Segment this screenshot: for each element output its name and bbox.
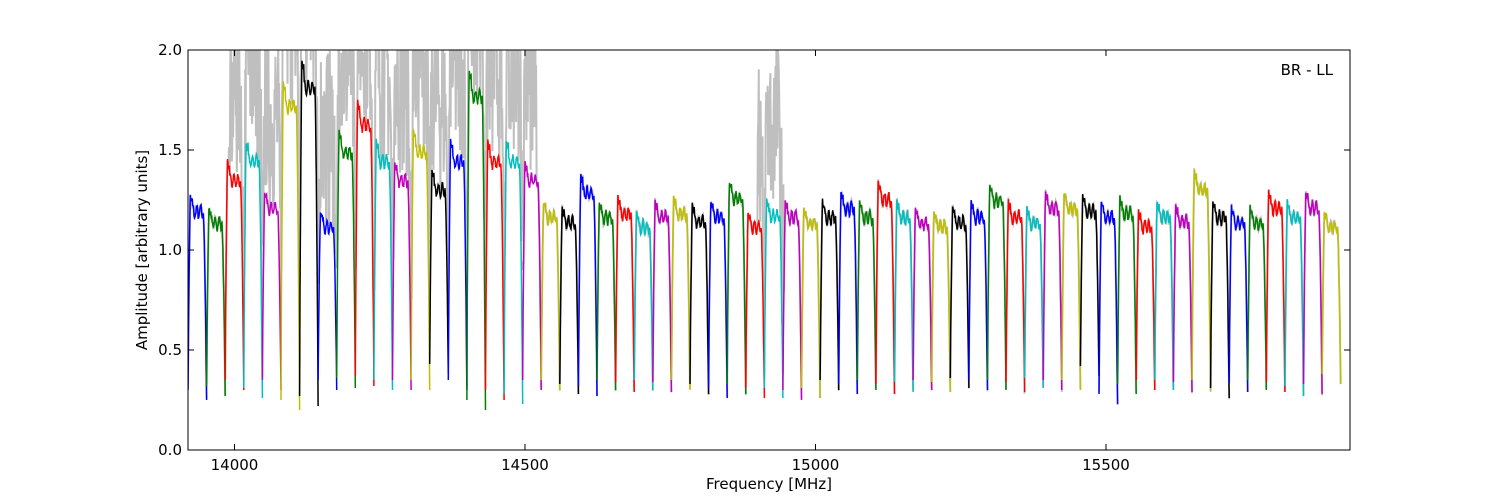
- background-trace-channel-31: [763, 50, 784, 377]
- series-line-channel-34: [819, 198, 840, 391]
- background-trace-channel-8: [335, 50, 357, 272]
- axis-ticks: 14000 14500 15000 15500 0.0 0.5 1.0 1.5 2.0: [158, 41, 1350, 474]
- series-line-channel-11: [391, 162, 412, 391]
- x-tick-label: 14500: [501, 456, 549, 474]
- series-line-channel-56: [1228, 204, 1249, 393]
- series-line-channel-31: [763, 198, 784, 399]
- series-line-channel-21: [577, 174, 598, 397]
- series-line-channel-18: [521, 160, 542, 391]
- series-line-channel-50: [1116, 195, 1137, 395]
- series-line-channel-26: [670, 195, 691, 391]
- series-line-channel-33: [800, 207, 821, 399]
- series-line-channel-10: [373, 138, 394, 391]
- series-line-channel-60: [1302, 192, 1323, 395]
- x-axis-label: Frequency [MHz]: [706, 475, 832, 493]
- series-line-channel-20: [559, 206, 580, 395]
- series-line-channel-6: [298, 60, 319, 407]
- series-line-channel-30: [745, 212, 766, 399]
- series-line-channel-14: [447, 138, 468, 391]
- background-trace-channel-11: [391, 50, 413, 343]
- background-trace-channel-4: [261, 50, 282, 360]
- series-line-channel-55: [1209, 201, 1230, 399]
- series-line-channel-8: [335, 129, 357, 389]
- background-trace-channel-9: [354, 50, 375, 303]
- series-line-channel-52: [1154, 199, 1175, 391]
- annotation-label: BR - LL: [1281, 61, 1334, 79]
- series-line-channel-12: [410, 129, 431, 391]
- series-line-channel-47: [1061, 192, 1082, 391]
- series-line-channel-32: [782, 200, 803, 401]
- x-tick-label: 14000: [211, 456, 259, 474]
- series-line-channel-51: [1135, 209, 1156, 391]
- series-line-channel-29: [726, 182, 747, 395]
- background-trace-channel-12: [410, 50, 431, 300]
- series-line-channel-42: [968, 200, 989, 391]
- y-tick-label: 1.5: [158, 141, 182, 159]
- series-line-channel-22: [596, 202, 617, 391]
- series-line-channel-38: [893, 199, 914, 393]
- background-trace-channel-14: [447, 50, 468, 388]
- series-line-channel-36: [856, 200, 877, 391]
- series-line-channel-41: [949, 206, 970, 389]
- series-line-channel-53: [1172, 204, 1193, 393]
- background-trace-channel-10: [372, 50, 394, 329]
- series-line-channel-0: [188, 194, 208, 401]
- series-line-channel-61: [1321, 211, 1342, 385]
- y-tick-label: 2.0: [158, 41, 182, 59]
- series-line-channel-16: [484, 139, 505, 401]
- series-line-channel-3: [243, 142, 264, 399]
- y-tick-label: 0.0: [158, 441, 182, 459]
- series-line-channel-27: [689, 202, 710, 395]
- y-axis-label: Amplitude [arbitrary units]: [133, 150, 151, 350]
- series-line-channel-57: [1246, 204, 1268, 391]
- series-line-channel-58: [1265, 189, 1286, 393]
- series-line-channel-2: [224, 159, 245, 391]
- series-line-channel-39: [912, 207, 933, 391]
- series-line-channel-4: [261, 191, 282, 391]
- background-trace-channel-3: [242, 50, 264, 378]
- background-trace-channel-13: [428, 50, 450, 314]
- y-tick-label: 0.5: [158, 341, 182, 359]
- background-trace-channel-17: [503, 50, 524, 363]
- series-layer: [188, 60, 1342, 411]
- series-line-channel-1: [205, 207, 226, 397]
- series-line-channel-5: [280, 81, 301, 411]
- series-line-channel-13: [428, 169, 450, 375]
- series-line-channel-15: [466, 70, 487, 411]
- series-line-channel-28: [707, 202, 728, 399]
- series-line-channel-17: [503, 141, 524, 405]
- series-line-channel-49: [1098, 201, 1119, 405]
- series-line-channel-37: [875, 180, 896, 395]
- series-line-channel-44: [1005, 199, 1026, 393]
- background-trace-channel-5: [280, 50, 301, 366]
- series-line-channel-24: [633, 211, 654, 391]
- series-line-channel-46: [1042, 191, 1063, 391]
- background-trace-channel-7: [317, 50, 338, 269]
- series-line-channel-35: [837, 191, 859, 395]
- series-line-channel-25: [652, 199, 673, 393]
- series-line-channel-23: [614, 194, 635, 393]
- series-line-channel-9: [354, 99, 375, 387]
- x-tick-label: 15500: [1082, 456, 1130, 474]
- series-line-channel-54: [1191, 169, 1212, 391]
- x-tick-label: 15000: [792, 456, 840, 474]
- series-line-channel-59: [1284, 199, 1305, 397]
- series-line-channel-45: [1023, 206, 1044, 389]
- series-line-channel-48: [1079, 193, 1100, 377]
- series-line-channel-40: [930, 211, 952, 393]
- y-tick-label: 1.0: [158, 241, 182, 259]
- series-line-channel-19: [540, 202, 561, 391]
- series-line-channel-7: [317, 212, 338, 391]
- series-line-channel-43: [986, 184, 1007, 391]
